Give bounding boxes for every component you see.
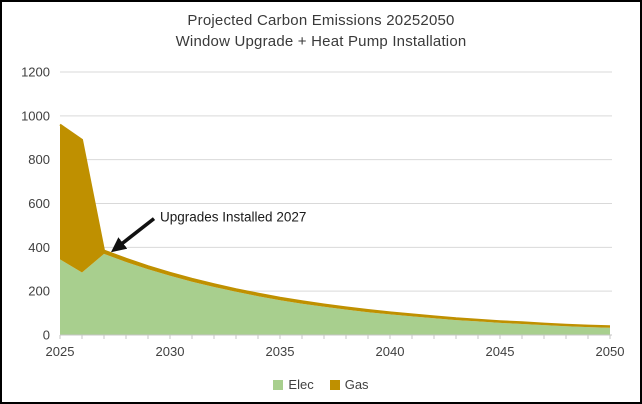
annotation-text: Upgrades Installed 2027 — [160, 210, 306, 225]
svg-text:1000: 1000 — [21, 108, 50, 123]
svg-text:0: 0 — [43, 328, 50, 343]
y-axis-labels: 0 200 400 600 800 1000 1200 — [21, 65, 50, 343]
x-axis-labels: 2025 2030 2035 2040 2045 2050 — [46, 344, 625, 359]
legend-label-elec: Elec — [288, 377, 314, 392]
svg-text:2050: 2050 — [596, 344, 625, 359]
svg-text:2040: 2040 — [376, 344, 405, 359]
gas-swatch-icon — [329, 379, 340, 390]
legend-item-gas[interactable]: Gas — [329, 377, 369, 392]
elec-swatch-icon — [273, 379, 284, 390]
svg-text:2035: 2035 — [266, 344, 295, 359]
chart-legend: Elec Gas — [2, 377, 640, 392]
svg-text:2030: 2030 — [156, 344, 185, 359]
svg-text:1200: 1200 — [21, 65, 50, 80]
chart-title-line1: Projected Carbon Emissions 20252050 — [187, 12, 455, 29]
annotation-arrow — [110, 217, 156, 253]
x-axis-ticks — [59, 335, 611, 339]
chart-title: Projected Carbon Emissions 20252050 Wind… — [2, 10, 640, 52]
svg-text:800: 800 — [28, 152, 50, 167]
svg-text:400: 400 — [28, 240, 50, 255]
svg-text:200: 200 — [28, 284, 50, 299]
legend-label-gas: Gas — [344, 377, 369, 392]
chart-title-line2: Window Upgrade + Heat Pump Installation — [175, 33, 467, 50]
legend-item-elec[interactable]: Elec — [273, 377, 314, 392]
gridlines — [60, 71, 612, 292]
total-emissions-line — [59, 123, 611, 328]
svg-text:600: 600 — [28, 196, 50, 211]
svg-text:2045: 2045 — [486, 344, 515, 359]
svg-text:2025: 2025 — [46, 344, 75, 359]
elec-area — [60, 253, 610, 335]
